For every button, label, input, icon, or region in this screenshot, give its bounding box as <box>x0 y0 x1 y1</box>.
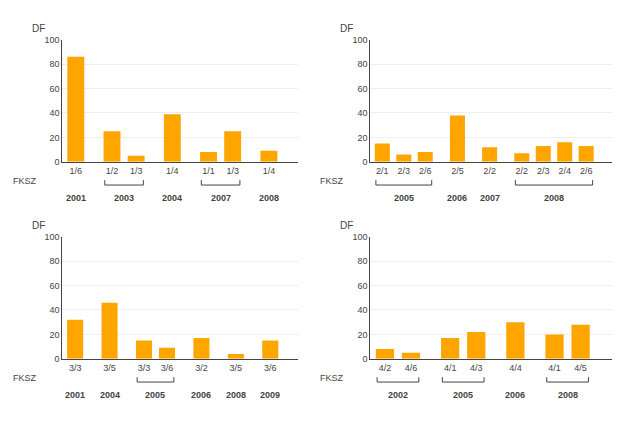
svg-text:2004: 2004 <box>162 193 182 203</box>
svg-text:4/1: 4/1 <box>444 363 457 373</box>
svg-text:1/3: 1/3 <box>226 166 239 176</box>
svg-text:2007: 2007 <box>211 193 231 203</box>
svg-text:80: 80 <box>49 59 59 69</box>
svg-text:2/2: 2/2 <box>516 166 529 176</box>
svg-text:3/6: 3/6 <box>161 363 174 373</box>
svg-text:1/4: 1/4 <box>263 166 276 176</box>
svg-text:DF: DF <box>340 23 353 34</box>
svg-text:20: 20 <box>49 133 59 143</box>
svg-text:FKSZ: FKSZ <box>320 176 344 186</box>
svg-text:2/6: 2/6 <box>419 166 432 176</box>
svg-text:2005: 2005 <box>453 390 473 400</box>
svg-text:20: 20 <box>358 330 368 340</box>
svg-text:80: 80 <box>358 59 368 69</box>
svg-text:40: 40 <box>49 108 59 118</box>
svg-text:2003: 2003 <box>114 193 134 203</box>
svg-text:DF: DF <box>340 220 353 231</box>
svg-text:20: 20 <box>358 133 368 143</box>
svg-text:2006: 2006 <box>505 390 525 400</box>
svg-text:1/3: 1/3 <box>130 166 143 176</box>
svg-text:2001: 2001 <box>66 193 86 203</box>
svg-text:4/6: 4/6 <box>405 363 418 373</box>
svg-text:1/1: 1/1 <box>202 166 215 176</box>
svg-text:4/3: 4/3 <box>470 363 483 373</box>
svg-text:4/2: 4/2 <box>379 363 392 373</box>
svg-text:2/2: 2/2 <box>483 166 496 176</box>
svg-text:2009: 2009 <box>260 390 280 400</box>
svg-text:0: 0 <box>54 354 59 364</box>
svg-text:2/5: 2/5 <box>451 166 464 176</box>
svg-text:80: 80 <box>49 256 59 266</box>
svg-text:60: 60 <box>358 84 368 94</box>
svg-text:2004: 2004 <box>100 390 120 400</box>
svg-text:40: 40 <box>49 305 59 315</box>
svg-text:1/6: 1/6 <box>70 166 83 176</box>
svg-text:100: 100 <box>352 35 367 45</box>
svg-text:100: 100 <box>44 232 59 242</box>
svg-text:100: 100 <box>352 232 367 242</box>
svg-text:3/6: 3/6 <box>264 363 277 373</box>
svg-text:20: 20 <box>49 330 59 340</box>
svg-text:40: 40 <box>358 305 368 315</box>
svg-text:60: 60 <box>358 281 368 291</box>
svg-text:0: 0 <box>363 354 368 364</box>
svg-text:40: 40 <box>358 108 368 118</box>
svg-text:3/2: 3/2 <box>195 363 208 373</box>
svg-text:2002: 2002 <box>388 390 408 400</box>
svg-text:2007: 2007 <box>480 193 500 203</box>
svg-text:60: 60 <box>49 84 59 94</box>
svg-text:2006: 2006 <box>191 390 211 400</box>
svg-text:2005: 2005 <box>394 193 414 203</box>
svg-text:2/6: 2/6 <box>580 166 593 176</box>
svg-text:2/4: 2/4 <box>558 166 571 176</box>
svg-text:FKSZ: FKSZ <box>13 176 37 186</box>
svg-text:3/5: 3/5 <box>230 363 243 373</box>
svg-text:80: 80 <box>358 256 368 266</box>
svg-text:4/4: 4/4 <box>509 363 522 373</box>
svg-text:1/2: 1/2 <box>106 166 119 176</box>
svg-text:0: 0 <box>363 157 368 167</box>
svg-text:3/3: 3/3 <box>138 363 151 373</box>
svg-text:60: 60 <box>49 281 59 291</box>
svg-text:DF: DF <box>32 220 45 231</box>
svg-text:DF: DF <box>32 23 45 34</box>
svg-text:FKSZ: FKSZ <box>320 373 344 383</box>
svg-text:2008: 2008 <box>259 193 279 203</box>
svg-text:2006: 2006 <box>447 193 467 203</box>
svg-text:1/4: 1/4 <box>166 166 179 176</box>
svg-text:2008: 2008 <box>226 390 246 400</box>
svg-text:100: 100 <box>44 35 59 45</box>
svg-text:2008: 2008 <box>544 193 564 203</box>
svg-text:2/3: 2/3 <box>398 166 411 176</box>
svg-text:3/3: 3/3 <box>69 363 82 373</box>
svg-text:FKSZ: FKSZ <box>13 373 37 383</box>
svg-text:2/3: 2/3 <box>537 166 550 176</box>
svg-text:2005: 2005 <box>145 390 165 400</box>
svg-text:4/5: 4/5 <box>574 363 587 373</box>
svg-text:0: 0 <box>54 157 59 167</box>
svg-text:3/5: 3/5 <box>103 363 116 373</box>
svg-text:2001: 2001 <box>65 390 85 400</box>
svg-text:2/1: 2/1 <box>376 166 389 176</box>
svg-text:2008: 2008 <box>558 390 578 400</box>
svg-text:4/1: 4/1 <box>548 363 561 373</box>
